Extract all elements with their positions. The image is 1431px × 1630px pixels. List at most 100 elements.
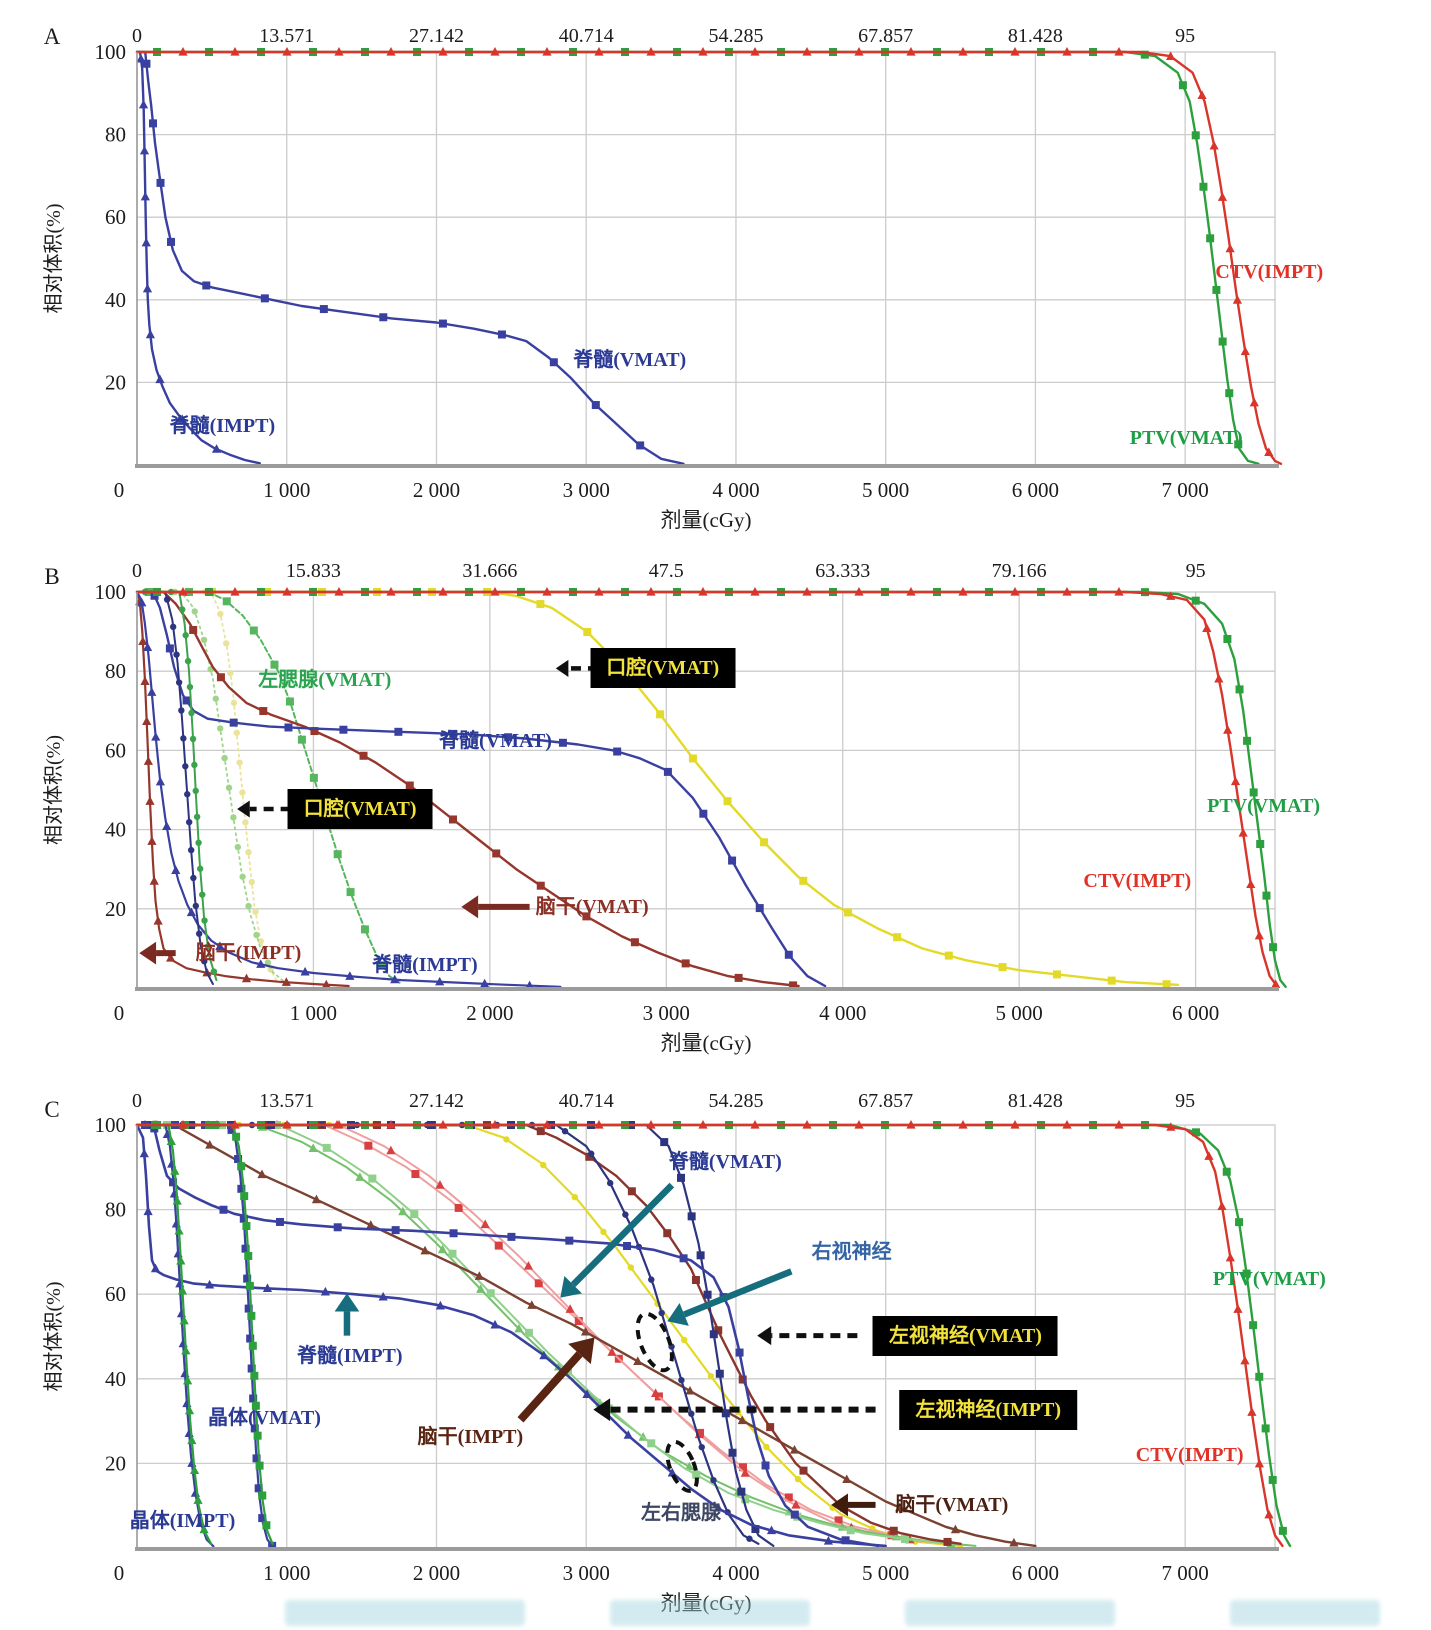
data-marker xyxy=(192,902,200,910)
data-marker xyxy=(600,1228,607,1236)
top-axis-tick-label: 67.857 xyxy=(858,1090,913,1112)
y-axis-title: 相对体积(%) xyxy=(42,1282,65,1392)
data-marker xyxy=(504,733,513,742)
data-marker xyxy=(1166,51,1176,61)
data-marker xyxy=(182,696,191,705)
data-marker xyxy=(195,930,203,937)
data-marker xyxy=(282,47,292,56)
data-marker xyxy=(1255,1372,1264,1381)
data-marker xyxy=(230,699,238,707)
data-marker xyxy=(707,1373,715,1380)
curve-ctv-impt xyxy=(135,50,1283,465)
data-marker xyxy=(561,1127,569,1135)
x-axis-tick-label: 3 000 xyxy=(643,1001,690,1025)
data-marker xyxy=(333,1223,342,1232)
data-marker xyxy=(239,789,246,796)
data-marker xyxy=(309,773,318,782)
data-marker xyxy=(398,1206,408,1216)
data-marker xyxy=(1240,1355,1250,1365)
data-marker xyxy=(183,1375,193,1385)
data-marker xyxy=(142,283,153,293)
x-axis-tick-label: 6 000 xyxy=(1172,1001,1219,1025)
data-marker xyxy=(232,1132,241,1141)
data-marker xyxy=(1010,587,1020,596)
markers-left-optic-nerve-vmat xyxy=(145,1121,964,1550)
data-marker xyxy=(162,821,172,830)
data-marker xyxy=(524,1328,533,1337)
data-marker xyxy=(684,1461,694,1471)
data-marker xyxy=(230,587,240,596)
data-marker xyxy=(156,178,165,187)
data-marker xyxy=(438,587,448,596)
data-marker xyxy=(1162,980,1171,989)
data-marker xyxy=(258,1514,267,1523)
data-marker xyxy=(355,1172,365,1181)
top-axis-tick-label: 95 xyxy=(1175,25,1195,47)
data-marker xyxy=(514,1323,524,1333)
data-marker xyxy=(728,856,737,865)
data-marker xyxy=(698,47,708,56)
data-marker xyxy=(230,814,237,821)
x-axis-tick-label: 4 000 xyxy=(712,478,759,502)
curve-lens-impt-green xyxy=(135,1123,213,1545)
data-marker xyxy=(259,707,268,716)
data-marker xyxy=(237,1184,246,1193)
curve-ctv-impt xyxy=(135,590,1278,988)
data-marker xyxy=(236,759,243,766)
data-marker xyxy=(230,47,240,56)
x-axis-tick-label: 6 000 xyxy=(1012,1561,1059,1585)
arrow-head xyxy=(139,941,157,965)
y-axis-tick-label: 20 xyxy=(105,897,126,921)
data-marker xyxy=(245,1281,254,1290)
data-marker xyxy=(282,1120,292,1129)
data-marker xyxy=(678,1376,685,1384)
data-marker xyxy=(1261,1424,1270,1433)
data-marker xyxy=(248,1341,257,1350)
x-axis-title: 剂量(cGy) xyxy=(661,1591,752,1615)
data-marker xyxy=(250,1424,259,1433)
data-marker xyxy=(802,47,812,56)
data-marker xyxy=(606,1179,614,1187)
data-marker xyxy=(240,1192,249,1201)
data-marker xyxy=(565,1236,574,1245)
data-marker xyxy=(1010,1120,1020,1129)
data-marker xyxy=(585,1152,594,1161)
data-marker xyxy=(189,735,197,743)
data-marker xyxy=(222,597,231,606)
data-marker xyxy=(1212,285,1221,294)
data-marker xyxy=(1238,828,1248,837)
data-marker xyxy=(339,725,348,734)
data-marker xyxy=(264,959,272,966)
data-marker xyxy=(630,938,639,947)
data-marker xyxy=(359,751,368,760)
x-axis-tick-label: 4 000 xyxy=(819,1001,866,1025)
data-marker xyxy=(190,1488,201,1497)
data-marker xyxy=(1009,1537,1019,1547)
data-marker xyxy=(565,1304,575,1313)
data-marker xyxy=(677,1173,686,1182)
data-marker xyxy=(497,330,506,339)
data-marker xyxy=(588,1150,595,1157)
data-marker xyxy=(196,865,204,872)
data-marker xyxy=(410,1210,419,1219)
data-marker xyxy=(1243,736,1252,745)
top-axis-tick-label: 79.166 xyxy=(992,560,1047,582)
x-axis-tick-label: 6 000 xyxy=(1012,478,1059,502)
data-marker xyxy=(571,1193,579,1201)
data-marker xyxy=(150,1263,161,1273)
data-marker xyxy=(540,1161,547,1169)
data-marker xyxy=(239,873,246,880)
markers-right-optic-nerve-2 xyxy=(147,1121,760,1533)
data-marker xyxy=(1271,979,1281,989)
data-marker xyxy=(368,1174,377,1183)
data-marker xyxy=(1242,1269,1251,1278)
curve-ptv-vmat xyxy=(135,590,1287,988)
data-marker xyxy=(721,1409,730,1418)
curve-left-optic-nerve-vmat xyxy=(135,1123,962,1547)
data-marker xyxy=(1254,1458,1265,1468)
data-marker xyxy=(900,1535,909,1544)
data-marker xyxy=(186,683,194,691)
plot-border xyxy=(136,51,1276,466)
top-axis-tick-label: 95 xyxy=(1186,560,1206,582)
